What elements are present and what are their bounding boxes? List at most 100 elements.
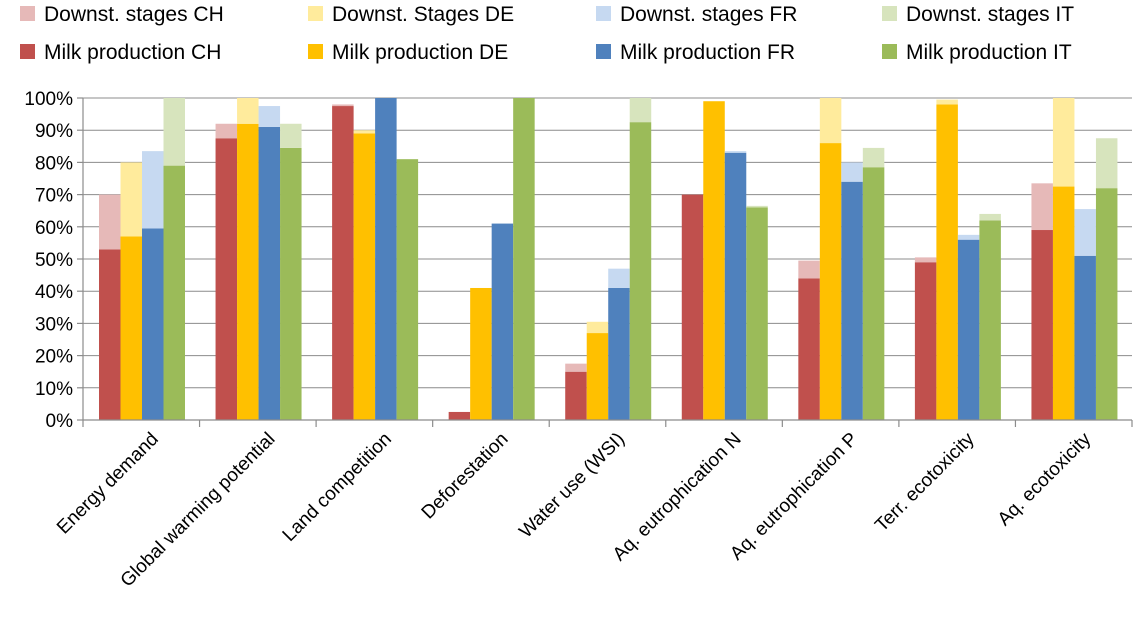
y-tick-label: 40% xyxy=(35,282,73,303)
bar-downstream-de xyxy=(237,98,259,124)
bar-downstream-fr xyxy=(1074,209,1096,256)
y-axis-tick-labels: 0% 10% 20% 30% 40% 50% 60% 70% 80% 90% 100% xyxy=(24,89,73,432)
bar-milk-ch xyxy=(215,138,238,420)
y-tick-label: 60% xyxy=(35,218,73,239)
legend-swatch xyxy=(596,6,611,21)
bar-milk-de xyxy=(120,236,142,420)
legend-swatch xyxy=(882,44,897,59)
legend-label: Downst. Stages DE xyxy=(332,3,514,26)
bar-milk-fr xyxy=(957,239,980,420)
x-tick-label: Aq. ecotoxicity xyxy=(994,428,1096,530)
legend-swatch xyxy=(308,6,323,21)
bar-milk-it xyxy=(163,165,185,420)
legend-swatch xyxy=(20,44,35,59)
bar-downstream-it xyxy=(1095,138,1118,189)
bar-downstream-ch xyxy=(332,104,354,107)
legend-swatch xyxy=(882,6,897,21)
bar-downstream-it xyxy=(280,123,302,148)
legend-label: Downst. stages FR xyxy=(620,3,797,26)
x-tick-label: Energy demand xyxy=(53,429,163,539)
legend-label: Milk production IT xyxy=(906,41,1072,64)
bar-downstream-it xyxy=(629,98,652,123)
bar-downstream-fr xyxy=(608,268,630,288)
y-tick-label: 50% xyxy=(35,250,73,271)
bar-downstream-fr xyxy=(957,234,980,240)
y-tick-label: 0% xyxy=(46,411,74,432)
legend-swatch xyxy=(20,6,35,21)
bar-milk-fr xyxy=(142,228,164,420)
bar-downstream-it xyxy=(746,205,768,208)
axes xyxy=(77,97,1133,427)
legend-label: Milk production CH xyxy=(44,41,221,64)
bar-milk-fr xyxy=(724,152,747,421)
bar-downstream-de xyxy=(586,321,609,334)
bar-downstream-de xyxy=(1052,98,1075,187)
bar-downstream-fr xyxy=(258,106,281,127)
bar-milk-de xyxy=(470,287,492,420)
bar-downstream-it xyxy=(862,147,885,168)
bar-milk-it xyxy=(280,147,302,420)
bar-milk-it xyxy=(1095,188,1118,420)
bar-downstream-fr xyxy=(142,151,164,229)
legend-swatch xyxy=(308,44,323,59)
bar-milk-de xyxy=(819,143,842,420)
legend-label: Milk production DE xyxy=(332,41,508,64)
y-tick-label: 30% xyxy=(35,314,73,335)
bar-downstream-ch xyxy=(215,123,238,139)
bars xyxy=(99,98,1118,421)
bar-milk-it xyxy=(862,167,885,420)
bar-milk-fr xyxy=(375,98,397,420)
bar-milk-fr xyxy=(258,126,281,420)
bar-milk-de xyxy=(237,123,259,420)
x-tick-label: Aq. eutrophication P xyxy=(726,429,862,565)
y-tick-label: 90% xyxy=(35,121,73,142)
bar-downstream-fr xyxy=(841,162,863,182)
bar-milk-it xyxy=(979,220,1001,420)
bar-milk-it xyxy=(629,122,652,421)
y-tick-label: 10% xyxy=(35,379,73,400)
bar-milk-ch xyxy=(99,249,121,420)
bar-milk-ch xyxy=(1031,230,1053,420)
y-tick-label: 100% xyxy=(24,89,73,110)
bar-milk-de xyxy=(353,133,376,421)
bar-milk-fr xyxy=(608,287,630,420)
legend-label: Milk production FR xyxy=(620,41,795,64)
bar-milk-it xyxy=(746,207,768,420)
bar-milk-fr xyxy=(491,223,514,420)
x-tick-label: Water use (WSI) xyxy=(515,429,629,543)
legend-label: Downst. stages CH xyxy=(44,3,224,26)
bar-downstream-it xyxy=(163,98,185,166)
legend-swatch xyxy=(596,44,611,59)
bar-milk-de xyxy=(703,101,725,420)
bar-milk-ch xyxy=(448,411,471,420)
bar-downstream-de xyxy=(819,98,842,144)
bar-downstream-ch xyxy=(99,194,121,250)
bar-milk-ch xyxy=(798,278,820,420)
bar-milk-ch xyxy=(914,262,937,420)
bar-downstream-de xyxy=(120,162,142,237)
bar-downstream-ch xyxy=(798,260,820,279)
bar-downstream-it xyxy=(979,213,1001,221)
x-tick-label: Terr. ecotoxicity xyxy=(871,428,979,536)
bar-milk-it xyxy=(396,159,419,420)
chart-legend: Downst. stages CH Downst. Stages DE Downst… xyxy=(20,3,1074,64)
bar-downstream-ch xyxy=(1031,183,1053,231)
bar-downstream-de xyxy=(936,99,958,105)
bar-downstream-fr xyxy=(724,151,747,153)
bar-milk-fr xyxy=(1074,255,1096,420)
y-tick-label: 20% xyxy=(35,347,73,368)
bar-milk-de xyxy=(1052,186,1075,420)
x-tick-label: Aq. eutrophication N xyxy=(609,429,746,566)
bar-milk-ch xyxy=(565,371,587,420)
bar-downstream-ch xyxy=(565,363,587,372)
x-tick-label: Deforestation xyxy=(418,429,513,524)
bar-downstream-de xyxy=(353,130,376,134)
y-tick-label: 80% xyxy=(35,153,73,174)
bar-milk-fr xyxy=(841,181,863,420)
bar-milk-ch xyxy=(681,194,704,420)
bar-milk-it xyxy=(513,98,535,420)
x-tick-label: Land competition xyxy=(279,429,396,546)
bar-milk-ch xyxy=(332,106,354,421)
